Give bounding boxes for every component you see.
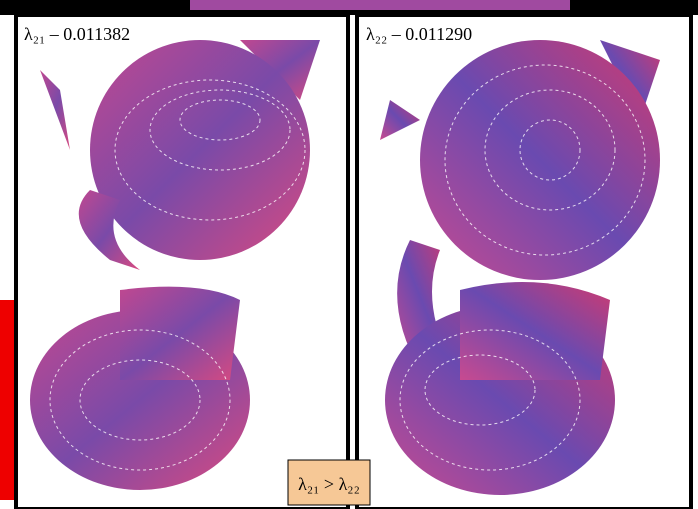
comparison-text: λ₂₁ > λ₂₂ xyxy=(298,474,360,494)
panel-label: λ₂₁ – 0.011382 xyxy=(24,24,130,44)
figure: λ₂₁ – 0.011382 λ₂₂ – 0.011290 λ₂₁ > λ₂₂ xyxy=(0,0,698,509)
figure-page: λ₂₁ – 0.011382 λ₂₂ – 0.011290 λ₂₁ > λ₂₂ xyxy=(0,0,698,509)
top-image-edge xyxy=(190,0,570,10)
panel-label: λ₂₂ – 0.011290 xyxy=(366,24,472,44)
